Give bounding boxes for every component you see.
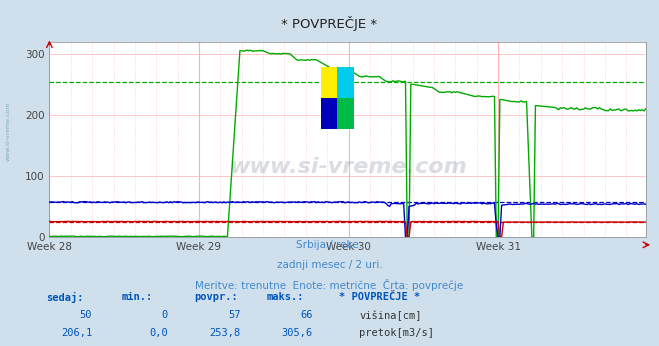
Bar [337,67,354,98]
Text: 50: 50 [80,310,92,320]
Text: višina[cm]: višina[cm] [359,310,422,321]
Text: www.si-vreme.com: www.si-vreme.com [229,157,467,177]
Bar [321,98,337,129]
Text: * POVPREČJE *: * POVPREČJE * [339,292,420,302]
Text: 206,1: 206,1 [61,328,92,338]
Text: 0,0: 0,0 [150,328,168,338]
Text: www.si-vreme.com: www.si-vreme.com [5,102,11,161]
Bar [321,67,337,98]
Text: 0: 0 [162,310,168,320]
Text: Meritve: trenutne  Enote: metrične  Črta: povprečje: Meritve: trenutne Enote: metrične Črta: … [195,279,464,291]
Text: min.:: min.: [122,292,153,302]
Bar [337,98,354,129]
Text: Srbija / reke.: Srbija / reke. [297,240,362,251]
Text: sedaj:: sedaj: [46,292,84,303]
Text: 57: 57 [228,310,241,320]
Text: 66: 66 [301,310,313,320]
Text: maks.:: maks.: [267,292,304,302]
Text: zadnji mesec / 2 uri.: zadnji mesec / 2 uri. [277,260,382,270]
Text: povpr.:: povpr.: [194,292,238,302]
Text: * POVPREČJE *: * POVPREČJE * [281,16,378,30]
Text: pretok[m3/s]: pretok[m3/s] [359,328,434,338]
Text: 253,8: 253,8 [210,328,241,338]
Text: 305,6: 305,6 [282,328,313,338]
